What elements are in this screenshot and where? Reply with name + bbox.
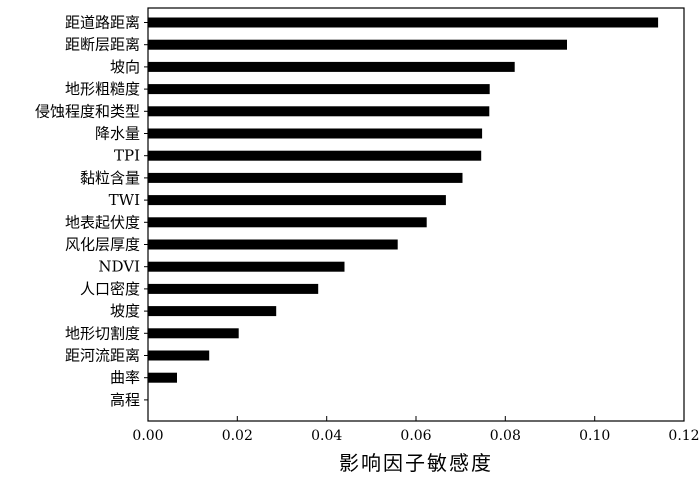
category-label-5: 侵蚀程度和类型 (35, 102, 140, 120)
bar-9 (148, 195, 446, 206)
category-label-2: 距断层距离 (65, 36, 140, 54)
bars-group (148, 17, 659, 383)
category-label-14: 坡度 (110, 302, 140, 320)
bar-3 (148, 61, 515, 72)
x-tick-label-3: 0.04 (311, 428, 342, 444)
x-tick-label-1: 0.00 (132, 428, 163, 444)
category-label-16: 距河流距离 (65, 347, 140, 365)
bar-11 (148, 239, 398, 250)
x-axis-title: 影响因子敏感度 (339, 451, 493, 475)
x-tick-label-4: 0.06 (400, 428, 431, 444)
bar-5 (148, 106, 490, 117)
bar-10 (148, 217, 427, 228)
category-label-3: 坡向 (110, 58, 140, 76)
category-label-11: 风化层厚度 (65, 236, 140, 254)
x-tick-label-7: 0.12 (668, 428, 699, 444)
category-label-6: 降水量 (95, 125, 140, 143)
category-label-18: 高程 (110, 391, 140, 409)
category-label-13: 人口密度 (80, 280, 140, 298)
category-label-17: 曲率 (110, 369, 140, 387)
x-tick-label-6: 0.10 (579, 428, 610, 444)
bar-14 (148, 306, 277, 317)
category-label-8: 黏粒含量 (80, 169, 140, 187)
bar-2 (148, 39, 567, 50)
bar-13 (148, 283, 319, 294)
x-axis-ticks: 0.00 0.02 0.04 0.06 0.08 0.10 0.12 (132, 416, 700, 444)
bar-12 (148, 261, 345, 272)
bar-7 (148, 150, 482, 161)
bar-16 (148, 350, 210, 361)
bar-6 (148, 128, 483, 139)
category-label-15: 地形切割度 (65, 324, 140, 342)
bar-4 (148, 84, 490, 95)
category-label-10: 地表起伏度 (65, 213, 140, 231)
bar-17 (148, 372, 177, 383)
x-tick-label-2: 0.02 (222, 428, 253, 444)
category-label-4: 地形粗糙度 (65, 80, 140, 98)
category-label-12: NDVI (98, 258, 140, 276)
x-tick-label-5: 0.08 (490, 428, 521, 444)
category-label-7: TPI (114, 147, 140, 165)
bar-15 (148, 328, 239, 339)
bar-1 (148, 17, 659, 28)
category-label-9: TWI (109, 191, 140, 209)
bar-8 (148, 172, 463, 183)
category-label-1: 距道路距离 (65, 14, 140, 32)
